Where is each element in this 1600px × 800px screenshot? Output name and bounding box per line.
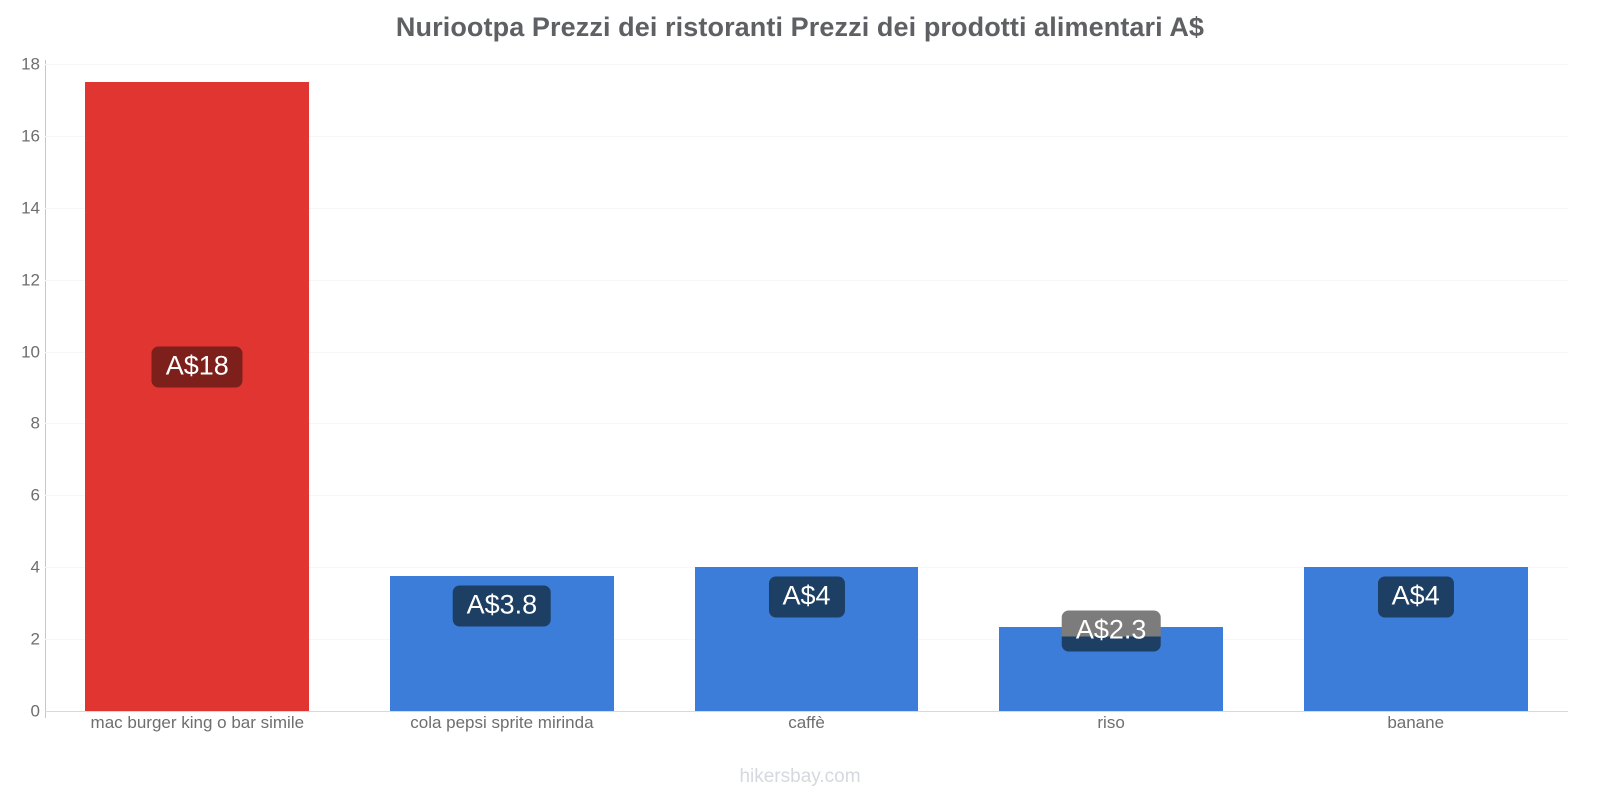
x-axis-label-4: banane	[1387, 713, 1445, 732]
y-tick-label: 0	[30, 701, 40, 721]
gridline	[45, 279, 1568, 281]
y-tick-label: 18	[21, 54, 40, 74]
x-axis-label-0: mac burger king o bar simile	[90, 713, 305, 732]
y-tick-label: 4	[30, 557, 40, 577]
gridline	[45, 207, 1568, 209]
x-axis-label-1: cola pepsi sprite mirinda	[410, 713, 594, 732]
gridline	[45, 135, 1568, 137]
y-tick-label: 10	[21, 342, 40, 362]
y-tick-label: 8	[30, 413, 40, 433]
x-axis-label-2: caffè	[788, 713, 825, 732]
value-badge-2: A$4	[768, 576, 845, 618]
x-axis-label-3: riso	[1097, 713, 1125, 732]
source-footer: hikersbay.com	[739, 766, 861, 787]
y-axis-ticks: 18 16 14 12 10 8 6 4 2 0	[0, 0, 40, 800]
gridline	[45, 351, 1568, 353]
value-badge-3: A$2.3	[1061, 610, 1161, 652]
y-tick-label: 2	[30, 629, 40, 649]
bar-0[interactable]	[85, 81, 310, 711]
chart-title: Nuriootpa Prezzi dei ristoranti Prezzi d…	[395, 12, 1205, 42]
gridline	[45, 711, 1568, 712]
gridline	[45, 423, 1568, 425]
y-tick-label: 14	[21, 198, 40, 218]
y-tick-label: 6	[30, 485, 40, 505]
value-badge-1: A$3.8	[452, 585, 552, 627]
plot-area: A$18 A$3.8 A$4 A$2.3 A$4	[45, 64, 1568, 712]
y-tick-label: 16	[21, 126, 40, 146]
value-badge-4: A$4	[1377, 576, 1454, 618]
y-axis-line	[45, 60, 46, 718]
y-tick-label: 12	[21, 270, 40, 290]
gridline	[45, 495, 1568, 497]
value-badge-0: A$18	[151, 346, 243, 388]
gridline	[45, 64, 1568, 65]
